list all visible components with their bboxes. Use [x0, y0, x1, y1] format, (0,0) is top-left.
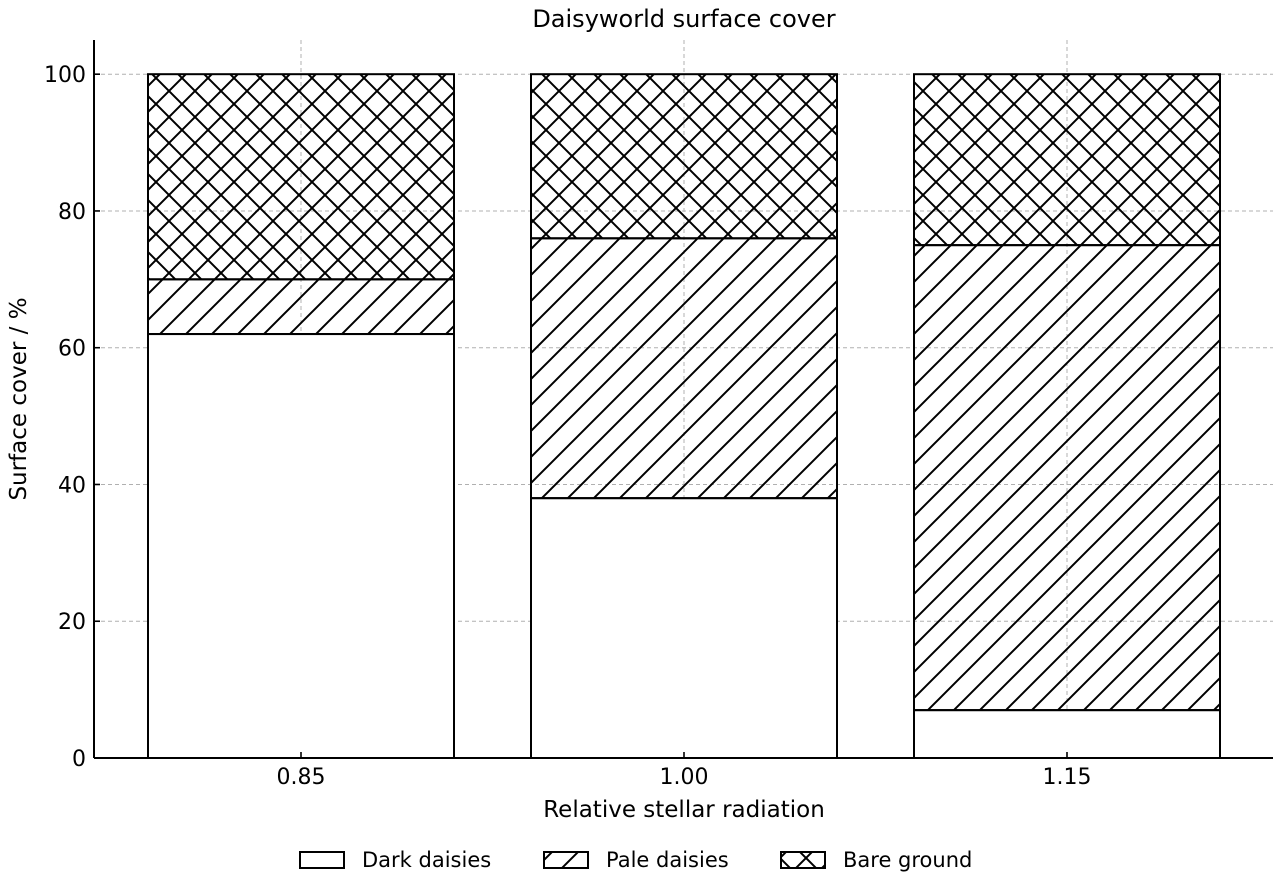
y-tick-label: 80 [58, 200, 86, 225]
bar-dark-daisies [147, 333, 455, 759]
x-tick-label: 0.85 [277, 765, 326, 790]
y-tick-label: 100 [44, 63, 86, 88]
bar-dark-daisies [530, 497, 838, 759]
legend-swatch-bare-ground [780, 851, 826, 869]
legend-label-dark-daisies: Dark daisies [362, 848, 491, 872]
bars [147, 73, 1221, 760]
y-axis-label: Surface cover / % [6, 297, 32, 500]
legend-swatch-pale-daisies [543, 851, 589, 869]
x-axis-label: Relative stellar radiation [543, 797, 825, 823]
bar-bare-ground [913, 73, 1221, 247]
y-tick-label: 0 [72, 747, 86, 772]
bar-bare-ground [147, 73, 455, 281]
legend-label-bare-ground: Bare ground [843, 848, 972, 872]
ticks: 0 20 40 60 80 100 0.85 1.00 1.15 [44, 63, 1091, 790]
y-tick-label: 60 [58, 337, 86, 362]
y-tick-label: 20 [58, 610, 86, 635]
x-tick-label: 1.00 [660, 765, 709, 790]
bar-bare-ground [530, 73, 838, 240]
legend: Dark daisies Pale daisies Bare ground [299, 848, 972, 872]
legend-swatch-dark-daisies [299, 851, 345, 869]
bar-pale-daisies [147, 278, 455, 336]
y-tick-label: 40 [58, 473, 86, 498]
bar-pale-daisies [913, 244, 1221, 712]
x-tick-label: 1.15 [1043, 765, 1092, 790]
chart-title: Daisyworld surface cover [532, 5, 835, 33]
bar-pale-daisies [530, 237, 838, 500]
bar-dark-daisies [913, 709, 1221, 760]
legend-label-pale-daisies: Pale daisies [606, 848, 729, 872]
